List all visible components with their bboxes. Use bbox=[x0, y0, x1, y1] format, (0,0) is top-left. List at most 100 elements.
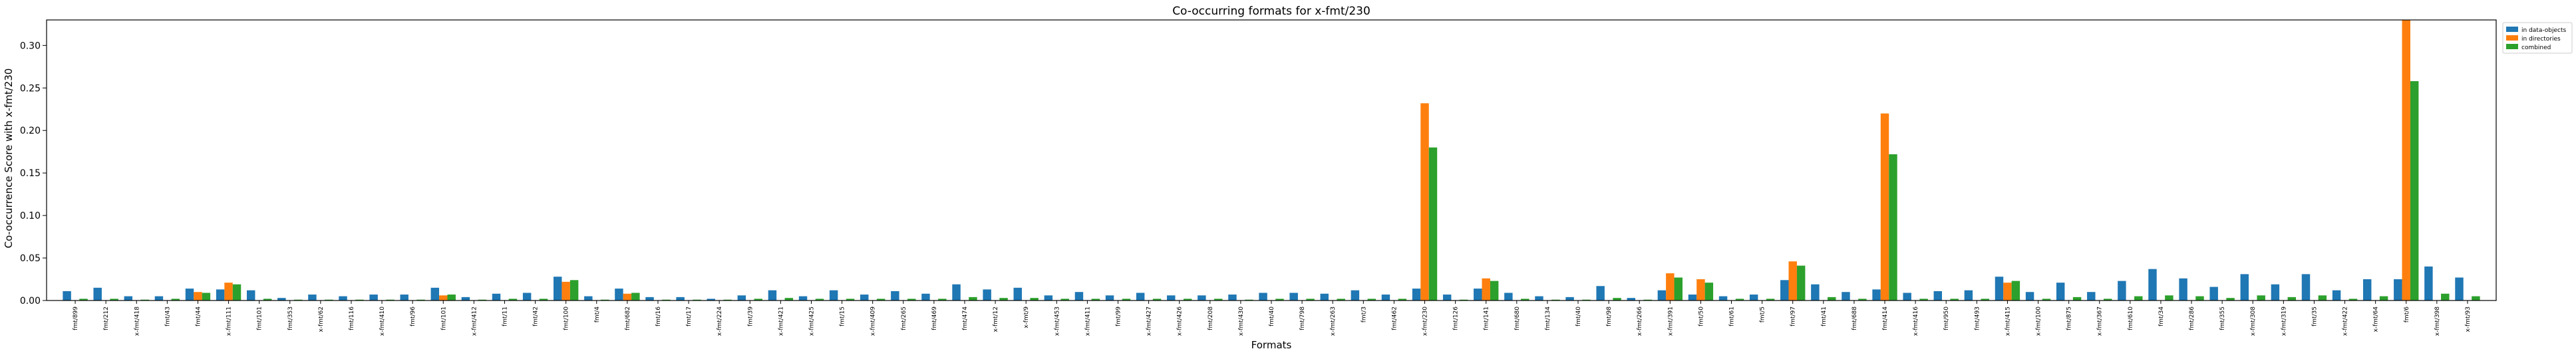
bar-in-directories bbox=[1482, 278, 1490, 300]
bar-combined bbox=[2165, 295, 2174, 300]
x-tick-label: x-fmt/410 bbox=[379, 306, 386, 336]
x-tick-label: x-fmt/453 bbox=[1054, 306, 1060, 336]
bar-combined bbox=[1735, 299, 1744, 300]
y-tick-label: 0.20 bbox=[20, 126, 41, 136]
x-tick-label: x-fmt/422 bbox=[2342, 306, 2349, 336]
legend-box bbox=[2502, 22, 2573, 54]
y-tick-label: 0.10 bbox=[20, 211, 41, 221]
x-tick-label: fmt/40 bbox=[1575, 306, 1582, 326]
x-tick-label: x-fmt/93 bbox=[2465, 306, 2472, 332]
x-tick-label: fmt/286 bbox=[2189, 306, 2195, 330]
x-tick-label: fmt/355 bbox=[2219, 306, 2226, 330]
bar-combined bbox=[1858, 299, 1867, 300]
x-tick-label: x-fmt/430 bbox=[1238, 306, 1245, 336]
bar-in-directories bbox=[1880, 113, 1889, 301]
bar-in-data-objects bbox=[1933, 291, 1943, 300]
bar-in-data-objects bbox=[2118, 281, 2126, 300]
x-tick-label: fmt/61 bbox=[1729, 306, 1736, 326]
x-tick-label: fmt/469 bbox=[931, 306, 938, 330]
bar-combined bbox=[1981, 299, 1989, 300]
x-tick-label: fmt/4 bbox=[594, 306, 601, 322]
bar-combined bbox=[2257, 295, 2265, 300]
bar-in-data-objects bbox=[2424, 266, 2433, 300]
x-tick-label: fmt/134 bbox=[1545, 306, 1551, 330]
y-axis: 0.00 0.05 0.10 0.15 0.20 0.25 0.30 bbox=[20, 41, 47, 306]
bar-in-data-objects bbox=[798, 296, 808, 300]
bar-combined bbox=[1306, 299, 1315, 300]
x-tick-label: fmt/265 bbox=[901, 306, 907, 330]
bar-in-data-objects bbox=[1718, 296, 1728, 300]
legend-swatch bbox=[2506, 44, 2518, 49]
x-tick-label: fmt/99 bbox=[1115, 306, 1122, 326]
bar-combined bbox=[1337, 299, 1345, 300]
bar-in-data-objects bbox=[522, 293, 532, 300]
bar-combined bbox=[999, 298, 1008, 300]
bar-in-data-objects bbox=[216, 289, 225, 300]
x-tick-label: x-fmt/367 bbox=[2097, 306, 2104, 336]
bar-in-directories bbox=[439, 295, 448, 300]
x-tick-label: fmt/41 bbox=[1821, 306, 1828, 326]
bar-combined bbox=[938, 299, 947, 300]
x-tick-label: fmt/680 bbox=[1514, 306, 1521, 330]
bar-in-directories bbox=[194, 292, 202, 300]
bar-combined bbox=[1613, 298, 1621, 300]
bar-in-data-objects bbox=[185, 289, 194, 300]
bar-combined bbox=[2441, 293, 2450, 300]
bar-combined bbox=[1796, 265, 1806, 300]
bar-combined bbox=[1674, 277, 1683, 300]
x-tick-label: x-fmt/421 bbox=[778, 306, 784, 336]
bar-in-data-objects bbox=[707, 299, 715, 300]
bar-in-data-objects bbox=[1351, 290, 1360, 300]
bar-in-data-objects bbox=[2179, 278, 2187, 300]
x-tick-label: x-fmt/100 bbox=[2036, 306, 2042, 336]
bar-in-data-objects bbox=[2148, 269, 2157, 300]
bar-combined bbox=[969, 297, 977, 300]
bar-in-data-objects bbox=[2209, 287, 2218, 300]
x-tick-label: x-fmt/111 bbox=[226, 306, 233, 336]
bar-in-data-objects bbox=[1074, 292, 1084, 300]
x-tick-label: fmt/98 bbox=[1606, 306, 1613, 326]
bar-in-data-objects bbox=[615, 289, 623, 300]
bar-combined bbox=[2011, 281, 2020, 300]
x-axis-label: Formats bbox=[1251, 339, 1292, 351]
x-tick-label: fmt/212 bbox=[103, 306, 110, 330]
bar-in-data-objects bbox=[93, 287, 102, 300]
x-tick-label: x-fmt/426 bbox=[1177, 306, 1184, 336]
bar-in-data-objects bbox=[1289, 293, 1298, 300]
bar-in-data-objects bbox=[124, 296, 133, 300]
bar-in-data-objects bbox=[1749, 295, 1758, 300]
plot-area bbox=[46, 19, 2497, 301]
bar-combined bbox=[1060, 299, 1069, 300]
bar-in-data-objects bbox=[2087, 292, 2096, 300]
bar-in-data-objects bbox=[492, 293, 501, 300]
bar-in-data-objects bbox=[1842, 292, 1850, 300]
x-tick-label: fmt/462 bbox=[1391, 306, 1398, 330]
x-tick-label: fmt/43 bbox=[164, 306, 171, 326]
x-tick-label: fmt/116 bbox=[349, 306, 355, 330]
x-tick-label: x-fmt/391 bbox=[1667, 306, 1674, 336]
bar-in-data-objects bbox=[1627, 298, 1635, 300]
bar-combined bbox=[1183, 299, 1192, 300]
x-tick-label: fmt/353 bbox=[287, 306, 294, 330]
legend-label: in directories bbox=[2521, 36, 2561, 43]
bar-in-directories bbox=[2402, 20, 2410, 300]
x-tick-label: fmt/126 bbox=[1453, 306, 1460, 330]
bar-in-data-objects bbox=[1964, 290, 1973, 300]
x-tick-label: fmt/875 bbox=[2066, 306, 2073, 330]
bar-in-data-objects bbox=[1535, 296, 1543, 300]
bar-in-data-objects bbox=[1504, 293, 1513, 300]
x-tick-label: fmt/101 bbox=[257, 306, 263, 330]
bar-in-data-objects bbox=[63, 291, 71, 300]
bar-combined bbox=[846, 299, 855, 300]
y-tick-label: 0.25 bbox=[20, 83, 41, 94]
chart-title: Co-occurring formats for x-fmt/230 bbox=[1172, 5, 1370, 18]
bar-combined bbox=[1428, 147, 1438, 300]
bar-in-data-objects bbox=[461, 297, 470, 300]
x-tick-label: fmt/414 bbox=[1882, 306, 1889, 330]
bar-combined bbox=[1766, 299, 1775, 300]
bar-combined bbox=[2226, 298, 2235, 300]
bar-in-directories bbox=[1420, 103, 1429, 300]
bar-in-data-objects bbox=[1474, 289, 1482, 300]
